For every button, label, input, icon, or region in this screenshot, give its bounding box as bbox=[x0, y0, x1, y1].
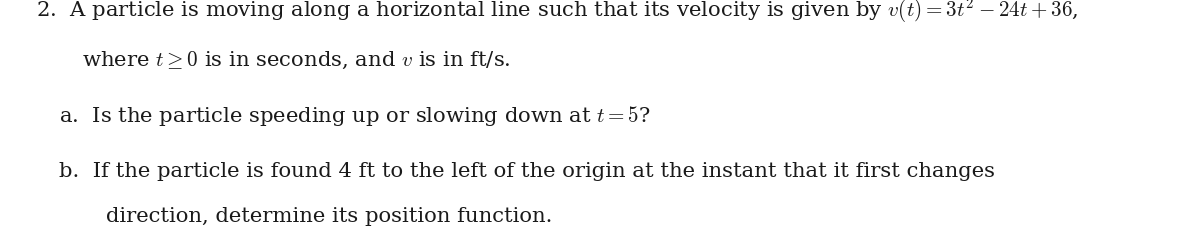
Text: direction, determine its position function.: direction, determine its position functi… bbox=[106, 207, 552, 226]
Text: b.  If the particle is found 4 ft to the left of the origin at the instant that : b. If the particle is found 4 ft to the … bbox=[59, 162, 995, 181]
Text: a.  Is the particle speeding up or slowing down at $t = 5$?: a. Is the particle speeding up or slowin… bbox=[59, 103, 650, 128]
Text: 2.  A particle is moving along a horizontal line such that its velocity is given: 2. A particle is moving along a horizont… bbox=[36, 0, 1079, 25]
Text: where $t \geq 0$ is in seconds, and $v$ is in ft/s.: where $t \geq 0$ is in seconds, and $v$ … bbox=[82, 50, 510, 71]
